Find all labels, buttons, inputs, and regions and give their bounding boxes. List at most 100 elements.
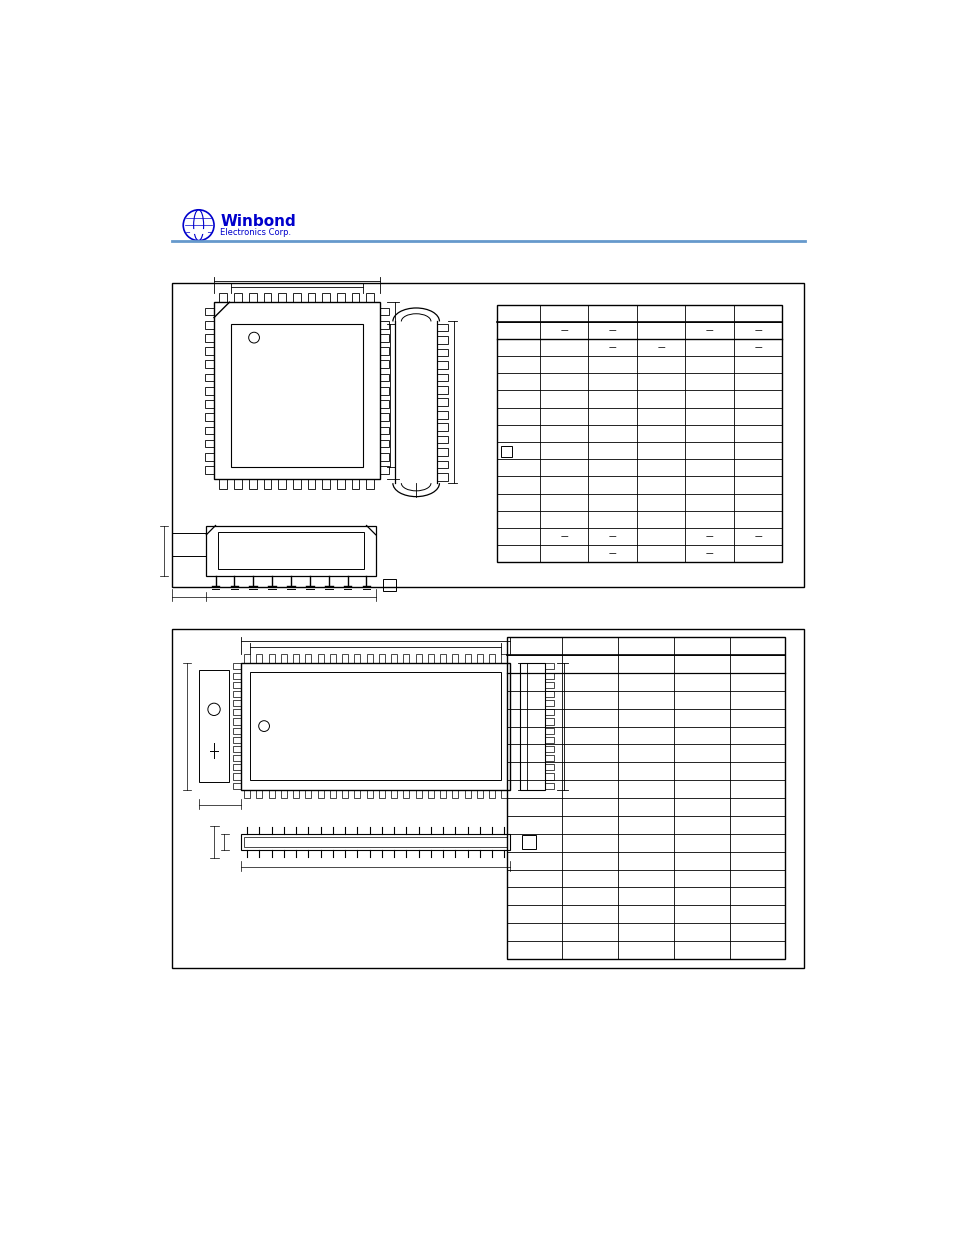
Bar [205, 374, 213, 382]
Bar [544, 727, 554, 734]
Bar [219, 479, 227, 489]
Bar [500, 446, 512, 457]
Bar [544, 719, 554, 725]
Bar [342, 655, 348, 662]
Bar [263, 479, 271, 489]
Bar [205, 387, 213, 395]
Bar [379, 440, 389, 447]
Bar [172, 630, 803, 968]
Bar [293, 655, 299, 662]
Bar [205, 414, 213, 421]
Bar [269, 655, 274, 662]
Bar [379, 308, 389, 315]
Bar [336, 293, 344, 303]
Bar [379, 374, 389, 382]
Bar [544, 746, 554, 752]
Bar [172, 283, 803, 587]
Bar [256, 789, 262, 798]
Bar [342, 789, 348, 798]
Text: —: — [705, 326, 713, 335]
Bar [205, 361, 213, 368]
Bar [233, 663, 241, 669]
Bar [436, 348, 448, 357]
Bar [544, 755, 554, 761]
Bar [263, 293, 271, 303]
Bar [379, 387, 389, 395]
Bar [427, 655, 434, 662]
Bar [233, 737, 241, 743]
Bar [205, 400, 213, 408]
Bar [250, 672, 500, 781]
Bar [233, 673, 241, 679]
Text: —: — [608, 343, 616, 352]
Bar [403, 789, 409, 798]
Bar [379, 453, 389, 461]
Bar [379, 361, 389, 368]
Bar [233, 709, 241, 715]
Bar [497, 305, 781, 562]
Bar [544, 673, 554, 679]
Bar [366, 293, 374, 303]
Bar [305, 655, 311, 662]
Bar [436, 473, 448, 480]
Bar [378, 789, 384, 798]
Bar [244, 836, 507, 847]
Bar [403, 655, 409, 662]
Bar [233, 764, 241, 771]
Bar [544, 682, 554, 688]
Bar [379, 321, 389, 329]
Bar [198, 671, 229, 782]
Bar [241, 662, 510, 789]
Bar [256, 655, 262, 662]
Bar [436, 424, 448, 431]
Bar [489, 789, 495, 798]
Text: —: — [608, 532, 616, 541]
Bar [172, 534, 206, 556]
Bar [308, 479, 315, 489]
Bar [233, 700, 241, 706]
Bar [233, 719, 241, 725]
Bar [521, 835, 536, 848]
Bar [379, 426, 389, 435]
Bar [520, 662, 544, 789]
Bar [544, 783, 554, 789]
Bar [244, 789, 250, 798]
Bar [506, 637, 784, 960]
Bar [464, 655, 470, 662]
Bar [436, 387, 448, 394]
Bar [269, 789, 274, 798]
Bar [378, 655, 384, 662]
Text: —: — [559, 326, 567, 335]
Bar [379, 333, 389, 342]
Bar [379, 466, 389, 474]
Bar [354, 789, 360, 798]
Bar [249, 293, 256, 303]
Bar [476, 789, 482, 798]
Text: —: — [559, 532, 567, 541]
Bar [219, 293, 227, 303]
Bar [330, 789, 335, 798]
Bar [233, 746, 241, 752]
Bar [436, 336, 448, 343]
Bar [464, 789, 470, 798]
Bar [317, 655, 323, 662]
Bar [544, 764, 554, 771]
Bar [436, 461, 448, 468]
Bar [278, 293, 286, 303]
Bar [439, 789, 446, 798]
Bar [476, 655, 482, 662]
Bar [366, 789, 373, 798]
Text: —: — [705, 550, 713, 558]
Bar [489, 655, 495, 662]
Bar [436, 373, 448, 382]
Bar [278, 479, 286, 489]
Bar [452, 789, 458, 798]
Bar [500, 655, 507, 662]
Bar [544, 700, 554, 706]
Bar [379, 347, 389, 354]
Bar [383, 579, 395, 592]
Bar [439, 655, 446, 662]
Bar [233, 682, 241, 688]
Bar [233, 293, 241, 303]
Bar [293, 293, 300, 303]
